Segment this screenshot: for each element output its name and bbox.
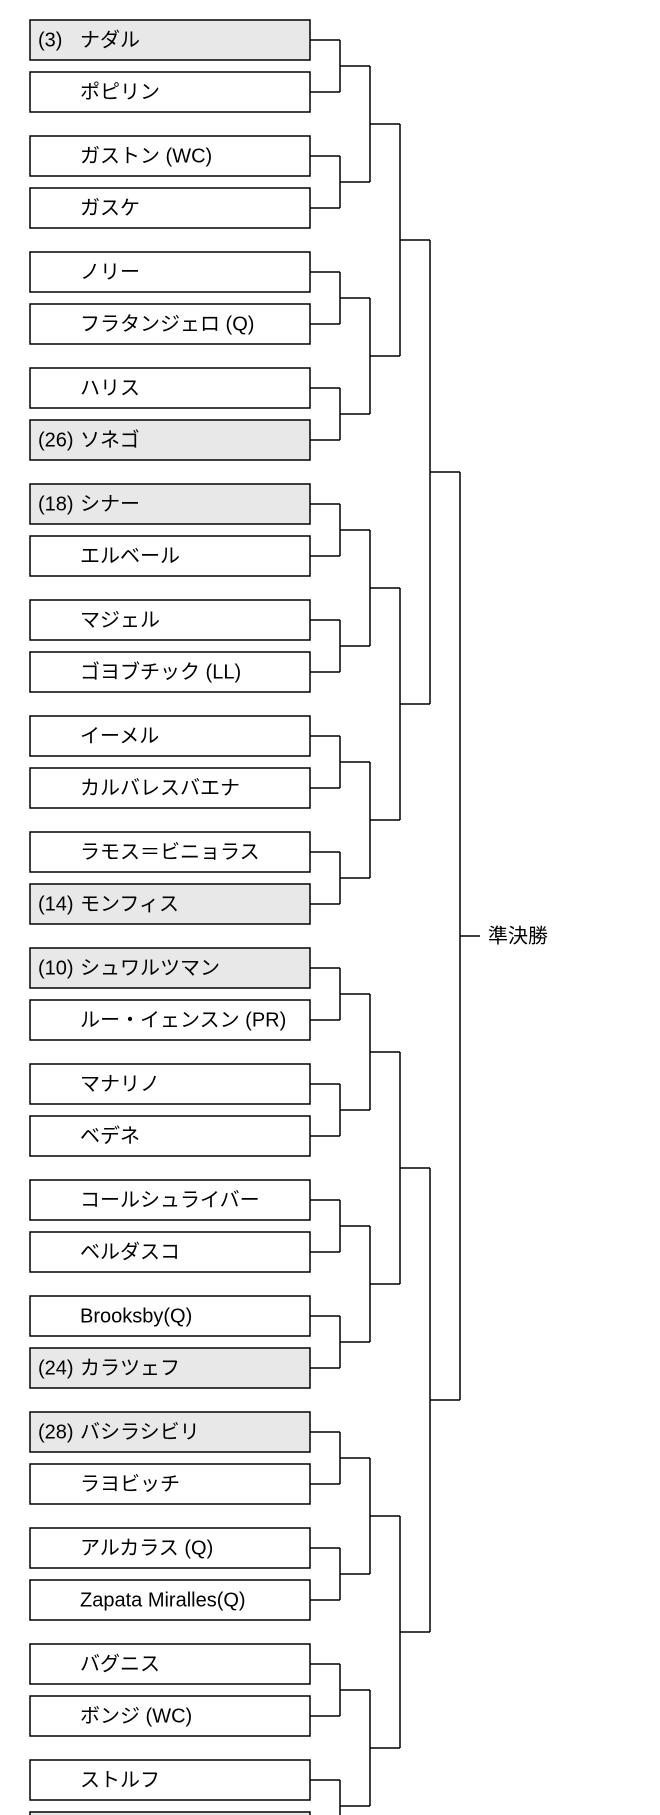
player-slot: バグニス	[30, 1644, 310, 1684]
player-name: シュワルツマン	[80, 957, 220, 979]
player-name: バシラシビリ	[80, 1420, 200, 1443]
player-slot: ベデネ	[30, 1116, 310, 1156]
player-name: バグニス	[80, 1652, 160, 1675]
player-name: エルベール	[80, 545, 180, 567]
player-box	[30, 368, 310, 408]
player-name: マナリノ	[80, 1073, 160, 1095]
seed-text: (10)	[38, 957, 74, 979]
player-slot: フラタンジェロ (Q)	[30, 304, 310, 344]
player-box	[30, 72, 310, 112]
player-slot: ゴヨブチック (LL)	[30, 652, 310, 692]
player-slot: ガスケ	[30, 188, 310, 228]
player-name: ストルフ	[80, 1769, 160, 1791]
player-name: ルー・イェンスン (PR)	[80, 1009, 286, 1031]
player-name: Brooksby(Q)	[80, 1305, 192, 1327]
player-slot: (28) バシラシビリ	[30, 1412, 310, 1452]
player-slot: (3) ナダル	[30, 20, 310, 60]
seed-text: (14)	[38, 893, 74, 915]
player-name: シナー	[80, 493, 140, 515]
player-slot: マジェル	[30, 600, 310, 640]
player-name: ゴヨブチック (LL)	[80, 659, 241, 683]
player-slot: ラモス＝ビニョラス	[30, 832, 310, 872]
player-name: Zapata Miralles(Q)	[80, 1589, 246, 1611]
player-box	[30, 252, 310, 292]
player-name: ベルダスコ	[80, 1240, 180, 1263]
final-label: 準決勝	[488, 924, 548, 947]
player-box	[30, 188, 310, 228]
player-name: ラヨビッチ	[80, 1472, 180, 1495]
player-name: ナダル	[80, 28, 140, 51]
seed-text: (24)	[38, 1357, 74, 1379]
player-slot: (10) シュワルツマン	[30, 948, 310, 988]
seed-text: (28)	[38, 1421, 74, 1443]
player-name: ボンジ (WC)	[80, 1704, 192, 1727]
player-box	[30, 600, 310, 640]
player-name: イーメル	[80, 725, 159, 747]
player-box	[30, 1064, 310, 1104]
player-slot: (14) モンフィス	[30, 884, 310, 924]
player-slot: ハリス	[30, 368, 310, 408]
player-name: ポピリン	[80, 80, 160, 103]
player-name: ラモス＝ビニョラス	[80, 840, 260, 863]
player-name: ハリス	[80, 377, 140, 399]
player-slot: ノリー	[30, 252, 310, 292]
player-box	[30, 20, 310, 60]
player-slot: (18) シナー	[30, 484, 310, 524]
player-slot: コールシュライバー	[30, 1180, 310, 1220]
player-slot: (26) ソネゴ	[30, 420, 310, 460]
tournament-bracket: (3) ナダルポピリンガストン (WC) ガスケノリーフラタンジェロ (Q) ハリス (…	[0, 0, 660, 1815]
player-slot: ストルフ	[30, 1760, 310, 1800]
player-box	[30, 716, 310, 756]
player-name: ベデネ	[80, 1124, 140, 1147]
player-slot: Zapata Miralles(Q)	[30, 1580, 310, 1620]
player-slot: ポピリン	[30, 72, 310, 112]
player-slot: ガストン (WC)	[30, 136, 310, 176]
player-slot: ルー・イェンスン (PR)	[30, 1000, 310, 1040]
player-slot: マナリノ	[30, 1064, 310, 1104]
player-slot: カルバレスバエナ	[30, 768, 310, 808]
player-name: コールシュライバー	[80, 1189, 260, 1211]
player-name: ガスケ	[80, 196, 140, 219]
player-box	[30, 1644, 310, 1684]
player-name: モンフィス	[80, 893, 179, 915]
player-slot: ラヨビッチ	[30, 1464, 310, 1504]
player-name: フラタンジェロ (Q)	[80, 312, 254, 335]
player-box	[30, 1116, 310, 1156]
seed-text: (18)	[38, 493, 74, 515]
player-name: ソネゴ	[80, 428, 140, 451]
player-slot: アルカラス (Q)	[30, 1528, 310, 1568]
player-name: マジェル	[80, 609, 160, 631]
player-name: ガストン (WC)	[80, 144, 212, 167]
seed-text: (3)	[38, 29, 62, 51]
player-slot: エルベール	[30, 536, 310, 576]
player-name: カラツェフ	[80, 1357, 180, 1379]
player-name: アルカラス (Q)	[80, 1537, 213, 1559]
player-slot: イーメル	[30, 716, 310, 756]
player-slot: (24) カラツェフ	[30, 1348, 310, 1388]
player-slot: ベルダスコ	[30, 1232, 310, 1272]
player-slot: Brooksby(Q)	[30, 1296, 310, 1336]
player-name: カルバレスバエナ	[80, 777, 240, 799]
player-box	[30, 1760, 310, 1800]
player-name: ノリー	[80, 261, 140, 283]
player-slot: ボンジ (WC)	[30, 1696, 310, 1736]
seed-text: (26)	[38, 429, 74, 451]
